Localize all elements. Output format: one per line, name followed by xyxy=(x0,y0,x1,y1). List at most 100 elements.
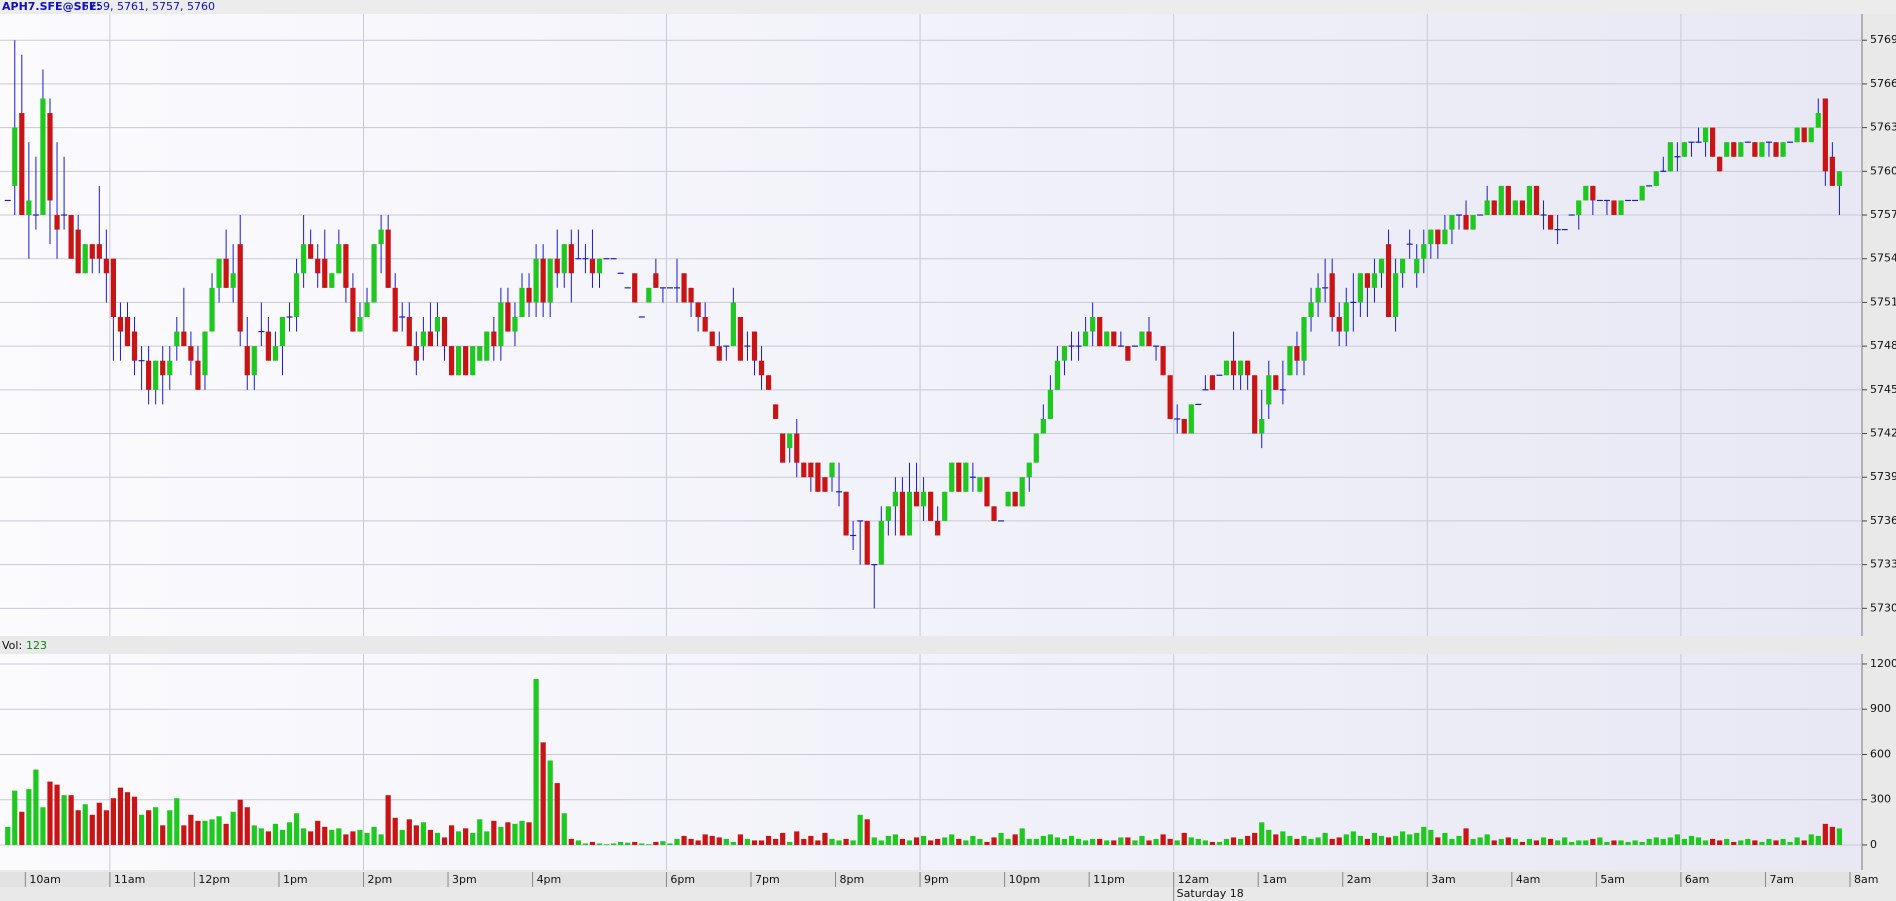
volume-bar xyxy=(787,841,793,845)
volume-bar xyxy=(1174,840,1180,845)
volume-bar xyxy=(103,810,109,845)
candle-body xyxy=(350,287,356,332)
candle-body xyxy=(956,462,962,492)
volume-bar xyxy=(33,769,39,845)
volume-bar xyxy=(1794,837,1800,845)
candle-body xyxy=(1618,200,1624,216)
volume-bar xyxy=(293,813,300,845)
volume-bar xyxy=(688,838,694,845)
volume-bar xyxy=(392,817,398,845)
volume-bar xyxy=(1139,835,1145,845)
candle-body xyxy=(935,520,941,536)
volume-bar xyxy=(258,828,264,845)
volume-bar xyxy=(723,838,729,845)
volume-bar xyxy=(1653,837,1659,845)
volume-bar xyxy=(1808,834,1814,845)
candle-body xyxy=(1266,375,1272,405)
candle-body xyxy=(1639,185,1645,201)
candle-body xyxy=(1329,273,1335,317)
volume-bar xyxy=(244,807,250,845)
volume-bar xyxy=(82,804,88,845)
candle-body xyxy=(716,346,722,361)
volume-bar xyxy=(336,828,342,845)
candle-body xyxy=(1738,142,1744,157)
candle-body xyxy=(1097,316,1103,347)
volume-bar xyxy=(68,795,74,845)
candle-body xyxy=(1717,156,1723,172)
candle-body xyxy=(54,215,60,230)
volume-bar xyxy=(146,810,152,845)
candle-body xyxy=(1724,142,1730,157)
volume-bar xyxy=(329,829,335,845)
volume-bar xyxy=(920,835,927,845)
volume-bar xyxy=(829,838,835,845)
candle-body xyxy=(688,287,694,303)
candle-body xyxy=(110,258,116,317)
volume-bar xyxy=(1266,829,1272,845)
volume-bar xyxy=(1724,838,1730,845)
volume-bar xyxy=(998,832,1004,845)
volume-bar xyxy=(1625,841,1631,845)
volume-bar xyxy=(1259,822,1265,845)
volume-bar xyxy=(1181,832,1187,845)
candle-body xyxy=(1392,273,1399,317)
candle-body xyxy=(202,331,208,376)
candle-body xyxy=(899,491,906,536)
volume-bar xyxy=(1540,837,1547,845)
candle-body xyxy=(237,244,243,332)
volume-bar xyxy=(420,822,426,845)
volume-bar xyxy=(195,820,201,845)
x-tick-label: 12am xyxy=(1178,873,1209,886)
volume-bar xyxy=(1371,832,1378,845)
candle-body xyxy=(1752,142,1758,157)
x-tick-label: 4am xyxy=(1516,873,1540,886)
volume-bar xyxy=(279,829,286,845)
candle-body xyxy=(1104,331,1110,347)
candle-body xyxy=(568,244,574,274)
volume-bar xyxy=(1618,840,1624,845)
volume-bar xyxy=(533,679,539,845)
candle-body xyxy=(829,462,835,478)
candle-body xyxy=(244,346,250,376)
quote: 5759, 5761, 5757, 5760 xyxy=(82,0,215,13)
candle-body xyxy=(1090,316,1096,332)
volume-bar xyxy=(378,834,384,845)
candle-body xyxy=(1040,418,1046,434)
volume-bar xyxy=(1667,837,1673,845)
volume-bar xyxy=(1054,837,1061,845)
volume-bar xyxy=(843,838,849,845)
candle-body xyxy=(1273,375,1279,390)
y-tick-label: 5736 xyxy=(1870,514,1896,527)
candle-body xyxy=(1702,127,1709,143)
volume-bar xyxy=(1033,838,1039,845)
x-tick-label: 1pm xyxy=(283,873,308,886)
volume-bar xyxy=(1752,840,1758,845)
candle-body xyxy=(1160,346,1166,376)
volume-bar xyxy=(653,841,659,845)
candle-body xyxy=(1111,331,1117,347)
volume-bar xyxy=(1237,838,1244,845)
candle-body xyxy=(561,244,567,274)
candle-body xyxy=(117,316,124,332)
candle-body xyxy=(146,360,152,390)
volume-bar xyxy=(399,829,405,845)
volume-bar xyxy=(385,795,391,845)
volume-bar xyxy=(491,820,497,845)
volume-bar xyxy=(1505,837,1511,845)
candle-body xyxy=(1005,491,1011,507)
candle-body xyxy=(843,491,849,536)
candle-body xyxy=(1576,200,1582,216)
candle-body xyxy=(1526,185,1533,216)
candle-body xyxy=(730,302,736,347)
volume-bar xyxy=(1090,838,1096,845)
volume-bar xyxy=(1188,837,1194,845)
volume-bar xyxy=(878,840,884,845)
volume-bar xyxy=(1681,838,1688,845)
candle-body xyxy=(758,360,765,376)
volume-bar xyxy=(1632,840,1638,845)
candle-body xyxy=(1731,142,1737,157)
volume-bar xyxy=(1146,840,1152,845)
volume-bar xyxy=(1695,837,1702,845)
candle-body xyxy=(1054,360,1061,390)
candle-body xyxy=(1026,462,1032,478)
